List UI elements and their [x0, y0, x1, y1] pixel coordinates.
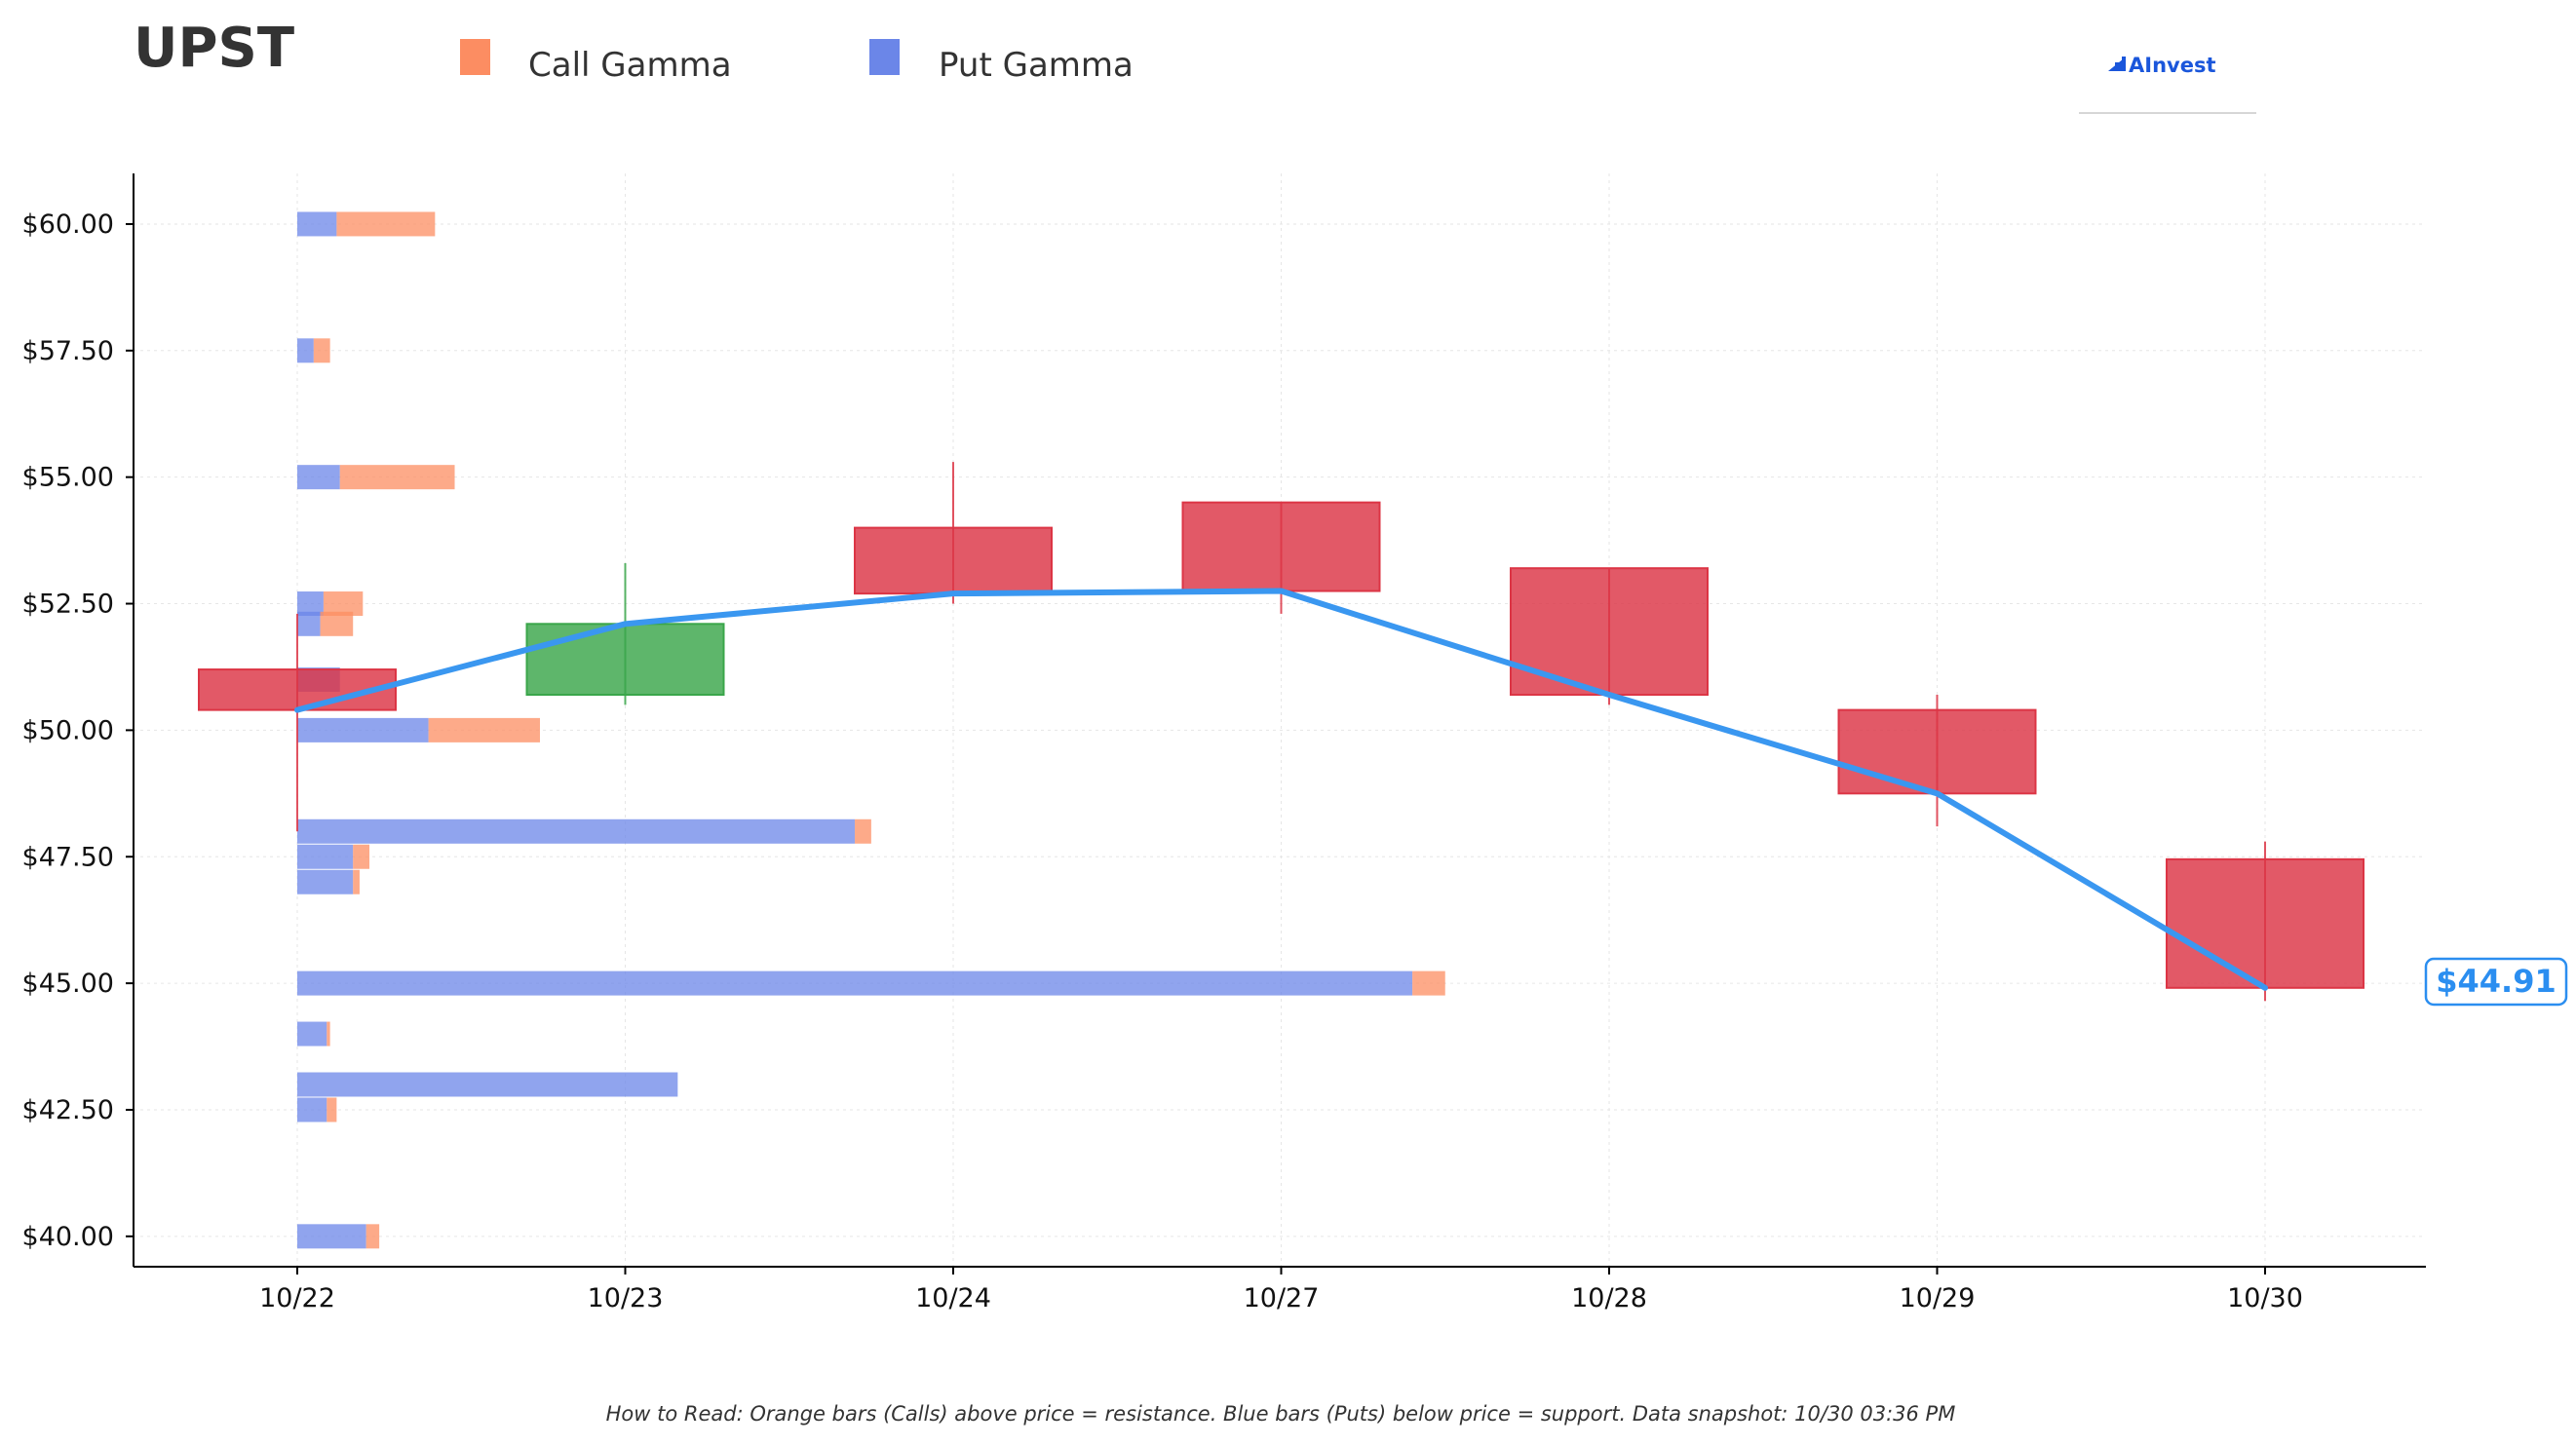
axes: $40.00 $42.50 $45.00 $47.50 $50.00 $52.50 $55.… [22, 173, 2426, 1313]
candle-body [854, 526, 1053, 595]
put-gamma-bar [297, 1097, 327, 1123]
y-tick-label: $57.50 [22, 336, 114, 366]
put-gamma-bar [297, 465, 340, 490]
put-gamma-bar [297, 970, 1413, 996]
call-gamma-bar [327, 1097, 337, 1123]
put-gamma-bar [297, 818, 856, 844]
y-tick-label: $47.50 [22, 842, 114, 872]
put-gamma-bar [297, 844, 354, 869]
close-price-line-group [294, 588, 2268, 991]
y-tick-label: $60.00 [22, 209, 114, 240]
y-tick-label: $50.00 [22, 715, 114, 745]
y-tick-label: $42.50 [22, 1095, 114, 1125]
put-gamma-bar [297, 338, 314, 363]
put-gamma-bar [297, 211, 337, 237]
footnote: How to Read: Orange bars (Calls) above p… [606, 1402, 1956, 1426]
x-tick-label: 10/30 [2227, 1283, 2303, 1313]
y-tick-label: $45.00 [22, 969, 114, 999]
put-gamma-bar [297, 611, 321, 636]
call-gamma-bar [353, 844, 370, 869]
candle-body [1837, 708, 2037, 795]
x-tick-label: 10/29 [1900, 1283, 1976, 1313]
x-tick-label: 10/22 [259, 1283, 335, 1313]
candlesticks [198, 462, 2365, 1002]
y-tick-label: $55.00 [22, 463, 114, 493]
put-gamma-bar [297, 869, 354, 894]
put-gamma-swatch [869, 39, 900, 75]
call-gamma-bar [339, 465, 455, 490]
brand-logo: AInvest [2079, 54, 2256, 114]
call-gamma-bar [855, 818, 871, 844]
x-tick-label: 10/27 [1244, 1283, 1320, 1313]
call-gamma-bar [428, 717, 541, 742]
candle-body [2166, 857, 2365, 989]
candle-body [1181, 501, 1381, 592]
call-gamma-legend-label: Call Gamma [528, 46, 732, 85]
put-gamma-bar [297, 717, 429, 742]
current-price-label: $44.91 [2436, 963, 2556, 1000]
ainvest-logo-icon [2108, 57, 2126, 71]
call-gamma-bar [365, 1224, 380, 1249]
x-tick-label: 10/28 [1571, 1283, 1647, 1313]
call-gamma-bar [313, 338, 330, 363]
call-gamma-swatch [460, 39, 490, 75]
candle-body [525, 623, 725, 697]
candle-body [198, 668, 397, 711]
chart-title: UPST [134, 17, 294, 80]
x-tick-label: 10/23 [588, 1283, 664, 1313]
close-price-line [294, 588, 2268, 991]
put-gamma-bar [297, 1224, 366, 1249]
call-gamma-bar [353, 869, 360, 894]
put-gamma-bar [297, 1072, 678, 1097]
call-gamma-bar [320, 611, 354, 636]
current-price-box [2424, 957, 2568, 1007]
legend: Call Gamma Put Gamma [460, 39, 1134, 85]
put-gamma-legend-label: Put Gamma [939, 46, 1134, 85]
y-tick-label: $40.00 [22, 1222, 114, 1252]
y-tick-label: $52.50 [22, 590, 114, 620]
x-tick-label: 10/24 [915, 1283, 991, 1313]
brand-name: AInvest [2129, 54, 2216, 77]
call-gamma-bar [1412, 970, 1445, 996]
call-gamma-bar [336, 211, 436, 237]
put-gamma-bar [297, 1021, 327, 1046]
call-gamma-bar [327, 1021, 330, 1046]
current-price-badge: $44.91 [2424, 957, 2568, 1007]
